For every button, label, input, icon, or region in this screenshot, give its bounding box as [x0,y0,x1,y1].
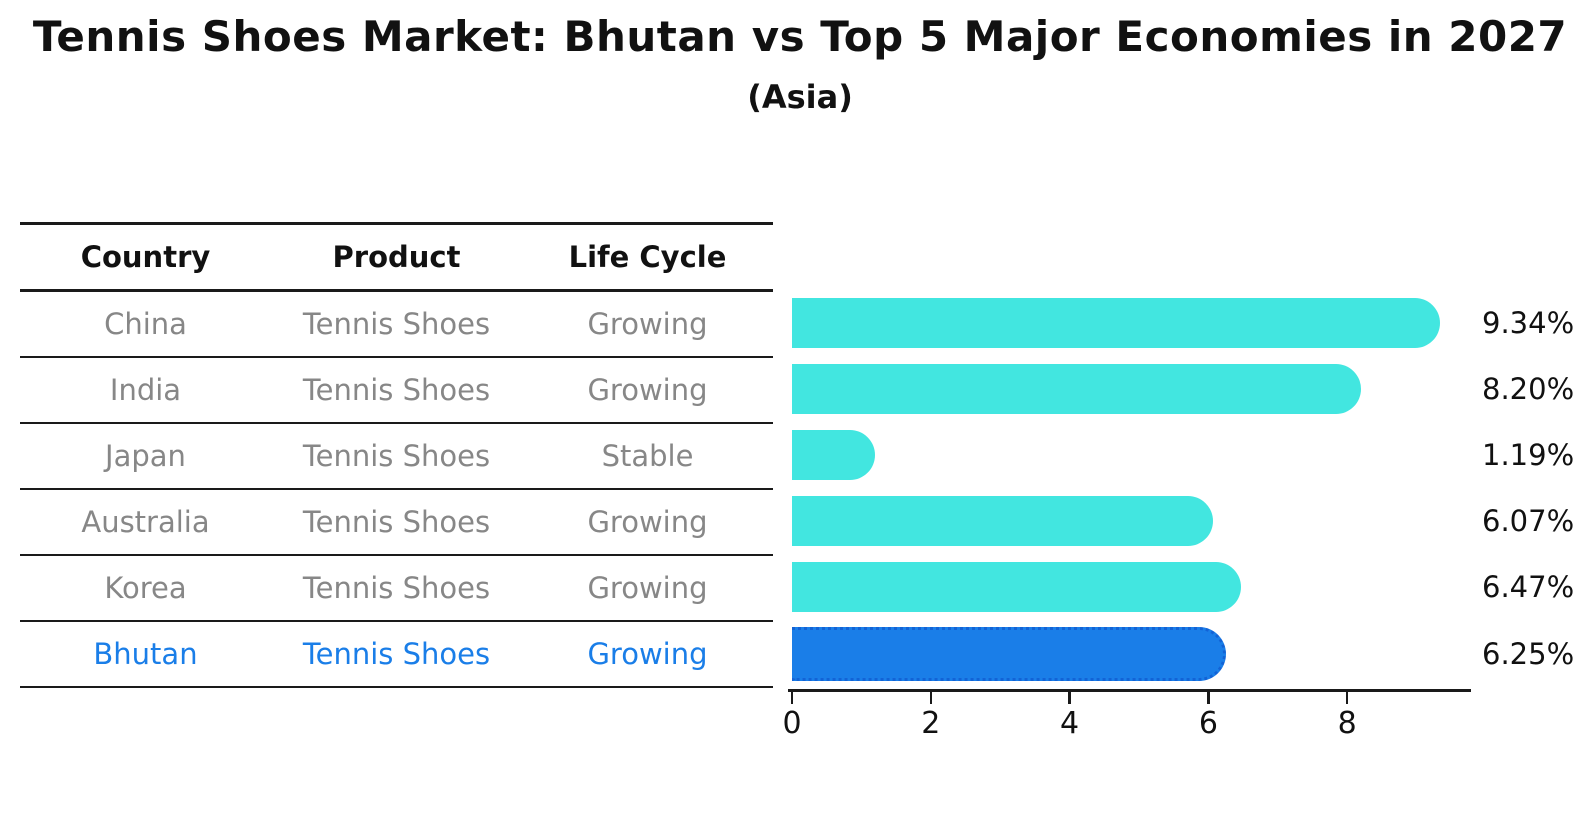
cell-life-cycle: Growing [587,571,708,605]
cell-life-cycle: Growing [587,373,708,407]
cell-country: Australia [81,505,210,539]
chart-title: Tennis Shoes Market: Bhutan vs Top 5 Maj… [32,12,1568,61]
bar-value-label: 9.34% [1482,305,1575,340]
x-tick-mark [790,692,794,704]
x-tick-mark [929,692,933,704]
table-header-cell: Life Cycle [568,240,727,274]
table-row: China Tennis Shoes Growing [20,292,773,358]
x-tick-label: 6 [1198,706,1218,741]
table-header-row: Country Product Life Cycle [20,222,773,292]
x-tick-label: 2 [921,706,941,741]
bar-india [792,363,1362,414]
bar-value-label: 6.07% [1482,504,1575,539]
cell-life-cycle: Growing [587,505,708,539]
cell-product: Tennis Shoes [302,637,491,671]
x-tick-label: 4 [1060,706,1080,741]
cell-product: Tennis Shoes [302,307,491,341]
bar-value-label: 6.25% [1482,636,1575,671]
table-header-cell: Country [80,240,211,274]
x-tick-label: 8 [1337,706,1357,741]
cell-product: Tennis Shoes [302,571,491,605]
x-tick-mark [1345,692,1349,704]
cell-product: Tennis Shoes [302,439,491,473]
bar-value-label: 8.20% [1482,371,1575,406]
bar-value-label: 1.19% [1482,437,1575,472]
table-row: India Tennis Shoes Growing [20,358,773,424]
x-tick-mark [1068,692,1071,704]
cell-country: Bhutan [93,637,198,671]
x-axis-line [788,689,1471,692]
x-tick-mark [1207,692,1210,704]
table-row: Bhutan Tennis Shoes Growing [20,622,773,688]
country-table: Country Product Life Cycle China Tennis Shoe… [20,222,773,688]
cell-country: Korea [104,571,187,605]
bar-japan [792,429,875,480]
cell-product: Tennis Shoes [302,373,491,407]
bar-australia [792,496,1214,547]
table-row: Japan Tennis Shoes Stable [20,424,773,490]
bar-korea [792,562,1241,613]
cell-life-cycle: Growing [587,637,708,671]
x-tick-label: 0 [782,706,802,741]
table-row: Korea Tennis Shoes Growing [20,556,773,622]
bar-value-label: 6.47% [1482,570,1575,605]
cell-product: Tennis Shoes [302,505,491,539]
cell-country: China [104,307,187,341]
cell-life-cycle: Stable [601,439,694,473]
table-header-cell: Product [332,240,461,274]
bar-bhutan-highlight [792,626,1226,681]
bar-china [792,297,1441,348]
cell-country: Japan [105,439,186,473]
table-row: Australia Tennis Shoes Growing [20,490,773,556]
cell-life-cycle: Growing [587,307,708,341]
cell-country: India [109,373,182,407]
chart-subtitle: (Asia) [747,78,853,116]
